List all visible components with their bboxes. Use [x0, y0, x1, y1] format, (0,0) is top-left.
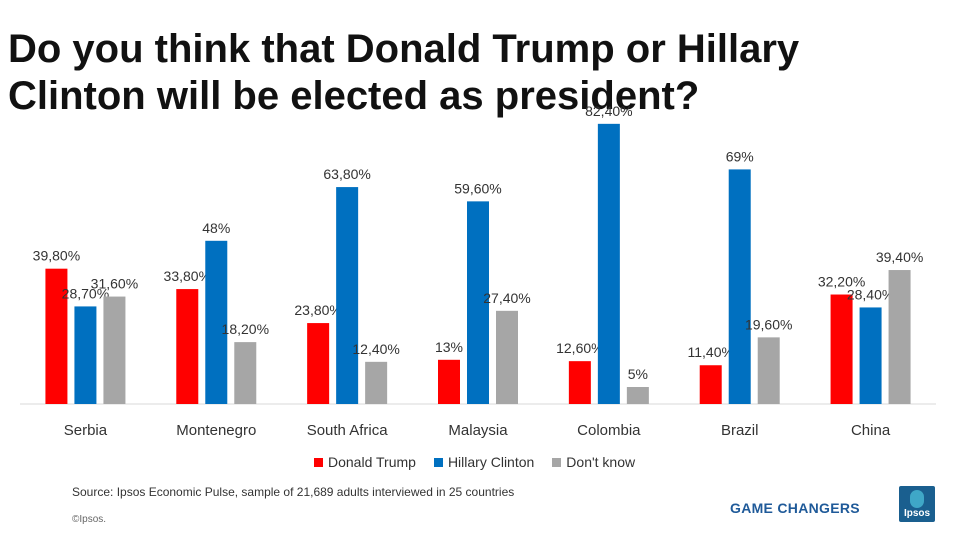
- legend-swatch-clinton: [433, 457, 443, 467]
- x-tick-label-brazil: Brazil: [721, 422, 759, 439]
- data-label-don-t-know-malaysia: 27,40%: [483, 290, 530, 306]
- data-label-hillary-clinton-south-africa: 63,80%: [323, 166, 370, 182]
- data-label-donald-trump-brazil: 11,40%: [687, 344, 733, 360]
- data-label-donald-trump-china: 32,20%: [818, 274, 865, 290]
- x-tick-label-serbia: Serbia: [64, 422, 108, 439]
- x-tick-label-montenegro: Montenegro: [176, 422, 256, 439]
- bar-don-t-know-south-africa: [365, 361, 388, 404]
- logo-text: Ipsos: [903, 508, 931, 519]
- legend-item-trump: Donald Trump: [314, 454, 416, 470]
- ipsos-logo: Ipsos: [899, 486, 935, 522]
- bar-don-t-know-malaysia: [496, 310, 518, 404]
- bar-hillary-clinton-south-africa: [336, 187, 359, 404]
- data-label-donald-trump-serbia: 39,80%: [33, 248, 80, 264]
- legend-label-clinton: Hillary Clinton: [447, 454, 535, 470]
- data-label-don-t-know-brazil: 19,60%: [745, 316, 792, 332]
- bar-donald-trump-montenegro: [176, 289, 199, 404]
- chart-legend: Donald Trump Hillary Clinton Don't know: [314, 454, 635, 470]
- data-label-hillary-clinton-malaysia: 59,60%: [454, 180, 501, 196]
- data-label-hillary-clinton-serbia: 28,70%: [62, 285, 109, 301]
- data-label-donald-trump-south-africa: 23,80%: [294, 302, 341, 318]
- bar-don-t-know-china: [888, 270, 911, 404]
- legend-label-dont-know: Don't know: [566, 454, 636, 470]
- bar-donald-trump-colombia: [568, 361, 591, 404]
- bar-hillary-clinton-china: [859, 307, 882, 404]
- copyright-note: ©Ipsos.: [72, 514, 107, 525]
- bar-hillary-clinton-brazil: [728, 169, 751, 404]
- bar-donald-trump-china: [830, 294, 853, 404]
- data-label-donald-trump-malaysia: 13%: [435, 339, 463, 355]
- legend-swatch-trump: [314, 457, 323, 467]
- legend-item-dont-know: Don't know: [552, 454, 635, 470]
- bar-hillary-clinton-colombia: [597, 123, 620, 404]
- bar-donald-trump-malaysia: [438, 359, 460, 404]
- bar-hillary-clinton-serbia: [74, 306, 97, 404]
- logo-mark-icon: [910, 490, 924, 508]
- bar-donald-trump-brazil: [699, 365, 722, 404]
- x-tick-label-south-africa: South Africa: [307, 422, 389, 439]
- bar-don-t-know-montenegro: [234, 342, 257, 404]
- bar-don-t-know-brazil: [757, 337, 780, 404]
- data-label-hillary-clinton-montenegro: 48%: [202, 220, 230, 236]
- bar-hillary-clinton-montenegro: [205, 240, 228, 404]
- bar-hillary-clinton-malaysia: [467, 201, 489, 404]
- data-label-don-t-know-south-africa: 12,40%: [352, 341, 399, 357]
- x-tick-label-colombia: Colombia: [577, 422, 641, 439]
- data-label-hillary-clinton-china: 28,40%: [847, 286, 894, 302]
- data-label-hillary-clinton-brazil: 69%: [726, 148, 754, 164]
- source-note: Source: Ipsos Economic Pulse, sample of …: [72, 485, 515, 499]
- data-label-don-t-know-serbia: 31,60%: [91, 276, 138, 292]
- bar-don-t-know-serbia: [103, 296, 126, 404]
- chart-title: Do you think that Donald Trump or Hillar…: [8, 27, 800, 118]
- data-label-donald-trump-montenegro: 33,80%: [164, 268, 211, 284]
- legend-item-clinton: Hillary Clinton: [433, 454, 535, 470]
- data-label-hillary-clinton-colombia: 82,40%: [585, 103, 632, 119]
- bar-donald-trump-serbia: [45, 268, 68, 404]
- x-tick-label-malaysia: Malaysia: [448, 422, 508, 439]
- bar-donald-trump-south-africa: [307, 323, 330, 404]
- bar-don-t-know-colombia: [626, 387, 649, 404]
- brand-tagline: GAME CHANGERS: [730, 500, 860, 516]
- data-label-donald-trump-colombia: 12,60%: [556, 340, 603, 356]
- legend-swatch-dont-know: [552, 457, 562, 467]
- data-label-don-t-know-china: 39,40%: [876, 249, 923, 265]
- data-label-don-t-know-montenegro: 18,20%: [222, 321, 269, 337]
- x-tick-label-china: China: [851, 422, 891, 439]
- legend-label-trump: Donald Trump: [328, 454, 416, 470]
- data-label-don-t-know-colombia: 5%: [628, 366, 648, 382]
